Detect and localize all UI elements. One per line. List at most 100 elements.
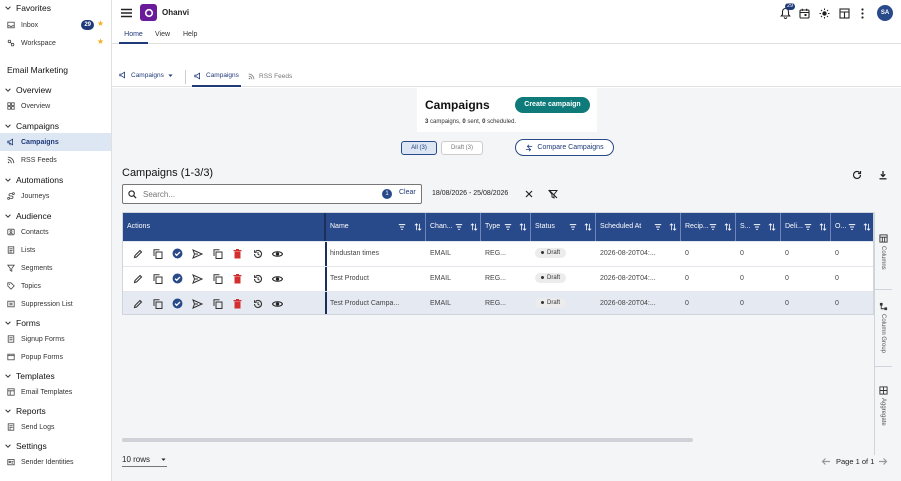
filter-all-chip[interactable]: All (3) <box>401 141 437 155</box>
sidebar-item-send-logs[interactable]: Send Logs <box>0 418 111 436</box>
copy-icon[interactable] <box>151 272 164 285</box>
star-icon[interactable]: ★ <box>96 37 104 46</box>
sidebar-item-contacts[interactable]: Contacts <box>0 223 111 241</box>
app-logo[interactable] <box>140 4 157 21</box>
filter-lines-icon[interactable] <box>504 223 512 231</box>
edit-icon[interactable] <box>131 297 144 310</box>
sidebar-item-inbox[interactable]: Inbox 29 ★ <box>0 16 111 34</box>
filter-lines-icon[interactable] <box>753 223 761 231</box>
sidebar-item-lists[interactable]: Lists <box>0 241 111 259</box>
sidebar-item-segments[interactable]: Segments <box>0 259 111 277</box>
compare-campaigns-button[interactable]: Compare Campaigns <box>515 139 614 156</box>
sort-icon[interactable] <box>584 223 592 231</box>
edit-icon[interactable] <box>131 247 144 260</box>
hamburger-menu-icon[interactable] <box>119 6 133 20</box>
column-header-sent[interactable]: S... <box>736 213 781 241</box>
sort-icon[interactable] <box>768 223 776 231</box>
subtab-campaigns[interactable]: Campaigns <box>192 66 241 87</box>
delete-icon[interactable] <box>231 272 244 285</box>
sidebar-item-rss-feeds[interactable]: RSS Feeds <box>0 151 111 169</box>
star-icon[interactable]: ★ <box>96 19 104 28</box>
settings-section-toggle[interactable]: Settings <box>0 438 111 453</box>
column-header-recipients[interactable]: Recip... <box>681 213 736 241</box>
tab-home[interactable]: Home <box>119 26 148 44</box>
preview-eye-icon[interactable] <box>271 297 284 310</box>
sidebar-item-popup-forms[interactable]: Popup Forms <box>0 348 111 366</box>
history-icon[interactable] <box>251 247 264 260</box>
copy-icon[interactable] <box>151 297 164 310</box>
table-row[interactable]: hindustan times EMAIL REG... Draft 2026-… <box>123 241 873 267</box>
filter-lines-icon[interactable] <box>569 223 577 231</box>
columns-panel-toggle[interactable]: Columns <box>874 234 892 270</box>
theme-toggle-icon[interactable] <box>817 6 831 20</box>
search-box[interactable]: 1 Clear <box>122 184 422 204</box>
history-icon[interactable] <box>251 297 264 310</box>
send-icon[interactable] <box>191 272 204 285</box>
table-row[interactable]: Test Product EMAIL REG... Draft 2026-08-… <box>123 266 873 292</box>
approve-check-icon[interactable] <box>171 247 184 260</box>
page-size-select[interactable]: 10 rows <box>122 455 167 467</box>
favorites-toggle[interactable]: Favorites <box>0 0 111 15</box>
sort-icon[interactable] <box>669 223 677 231</box>
column-header-status[interactable]: Status <box>531 213 596 241</box>
avatar[interactable]: SA <box>877 5 893 21</box>
column-header-type[interactable]: Type <box>481 213 531 241</box>
filter-lines-icon[interactable] <box>455 223 463 231</box>
filter-lines-icon[interactable] <box>398 223 406 231</box>
filter-lines-icon[interactable] <box>709 223 717 231</box>
preview-eye-icon[interactable] <box>271 272 284 285</box>
sidebar-item-signup-forms[interactable]: Signup Forms <box>0 330 111 348</box>
column-header-channel[interactable]: Chan... <box>426 213 481 241</box>
more-vertical-icon[interactable] <box>857 6 867 20</box>
calendar-icon[interactable] <box>797 6 811 20</box>
tab-view[interactable]: View <box>155 31 171 38</box>
sidebar-item-workspace[interactable]: Workspace ★ <box>0 34 111 52</box>
sidebar-item-campaigns[interactable]: Campaigns <box>0 133 111 151</box>
column-header-name[interactable]: Name <box>326 213 426 241</box>
approve-check-icon[interactable] <box>171 272 184 285</box>
overview-section-toggle[interactable]: Overview <box>0 82 111 97</box>
sidebar-item-journeys[interactable]: Journeys <box>0 187 111 205</box>
download-icon[interactable] <box>876 168 890 182</box>
previous-page-arrow-icon[interactable] <box>820 455 832 467</box>
forms-section-toggle[interactable]: Forms <box>0 315 111 330</box>
aggregate-panel-toggle[interactable]: Aggregate <box>874 386 892 426</box>
templates-section-toggle[interactable]: Templates <box>0 368 111 383</box>
layout-panel-icon[interactable] <box>837 6 851 20</box>
refresh-icon[interactable] <box>850 168 864 182</box>
campaigns-section-toggle[interactable]: Campaigns <box>0 118 111 133</box>
sidebar-item-topics[interactable]: Topics <box>0 277 111 295</box>
column-header-actions[interactable]: Actions <box>123 213 326 241</box>
sort-icon[interactable] <box>819 223 827 231</box>
subtab-rss-feeds[interactable]: RSS Feeds <box>248 66 292 87</box>
reports-section-toggle[interactable]: Reports <box>0 403 111 418</box>
duplicate-icon[interactable] <box>211 297 224 310</box>
sort-icon[interactable] <box>519 223 527 231</box>
sort-icon[interactable] <box>470 223 478 231</box>
filter-lines-icon[interactable] <box>654 223 662 231</box>
send-icon[interactable] <box>191 247 204 260</box>
close-icon[interactable] <box>522 187 535 200</box>
sidebar-item-email-templates[interactable]: Email Templates <box>0 383 111 401</box>
audience-section-toggle[interactable]: Audience <box>0 208 111 223</box>
duplicate-icon[interactable] <box>211 272 224 285</box>
send-icon[interactable] <box>191 297 204 310</box>
date-range-picker[interactable]: 18/08/2026 - 25/08/2026 <box>432 190 509 197</box>
bell-icon[interactable]: 29 <box>778 3 796 20</box>
copy-icon[interactable] <box>151 247 164 260</box>
delete-icon[interactable] <box>231 247 244 260</box>
sidebar-item-suppression-list[interactable]: Suppression List <box>0 295 111 313</box>
table-row[interactable]: Test Product Campa... EMAIL REG... Draft… <box>123 291 873 314</box>
filter-lines-icon[interactable] <box>804 223 812 231</box>
edit-icon[interactable] <box>131 272 144 285</box>
column-header-opened[interactable]: O... <box>831 213 873 241</box>
approve-check-icon[interactable] <box>171 297 184 310</box>
preview-eye-icon[interactable] <box>271 247 284 260</box>
filter-draft-chip[interactable]: Draft (3) <box>441 141 483 155</box>
duplicate-icon[interactable] <box>211 247 224 260</box>
tab-help[interactable]: Help <box>183 31 198 38</box>
search-input[interactable] <box>143 188 343 200</box>
sort-icon[interactable] <box>863 223 871 231</box>
sidebar-item-overview[interactable]: Overview <box>0 97 111 115</box>
campaigns-dropdown[interactable]: Campaigns <box>119 71 174 79</box>
